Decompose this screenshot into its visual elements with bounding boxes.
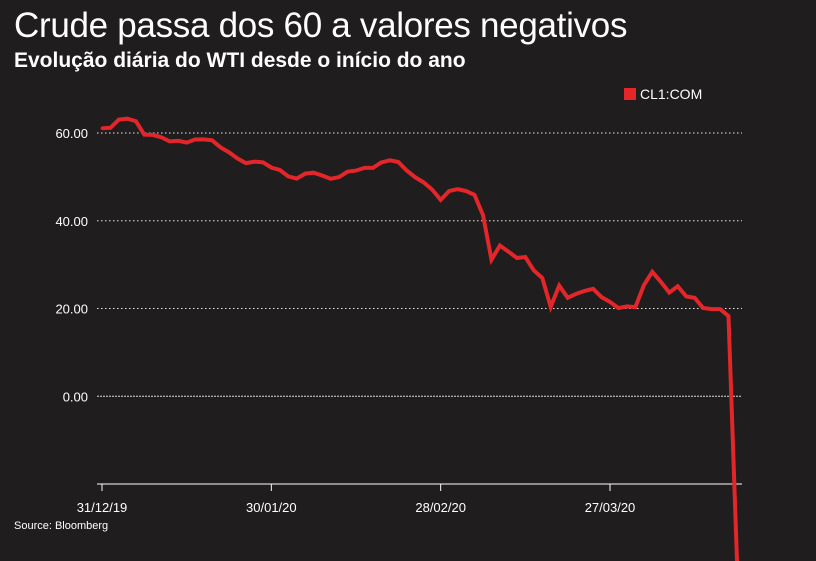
gridlines <box>97 132 742 397</box>
data-point <box>236 157 239 160</box>
data-point <box>676 284 680 288</box>
data-point <box>388 158 392 162</box>
data-point <box>693 296 697 300</box>
data-point <box>532 268 536 272</box>
data-point <box>363 166 366 170</box>
data-point <box>337 175 341 179</box>
data-point <box>608 300 612 304</box>
data-point <box>701 306 705 310</box>
y-axis-tick-labels: 0.00 20.00 40.00 60.00 <box>55 126 88 404</box>
data-point <box>354 169 358 173</box>
data-point <box>312 171 316 175</box>
data-point <box>295 177 299 181</box>
series-cl1-com <box>100 116 739 561</box>
data-point <box>303 172 307 176</box>
y-tick-label: 20.00 <box>55 302 88 317</box>
y-tick-label: 40.00 <box>55 214 88 229</box>
data-point <box>498 244 502 247</box>
data-point <box>396 160 400 164</box>
data-point <box>244 161 248 165</box>
data-point <box>125 117 129 121</box>
data-point <box>515 256 519 260</box>
data-point <box>625 304 629 308</box>
y-tick-label: 0.00 <box>63 389 88 404</box>
data-point <box>447 189 451 193</box>
data-point <box>540 276 544 280</box>
data-point <box>269 166 273 169</box>
data-point <box>549 305 553 309</box>
data-point <box>117 118 121 122</box>
data-point <box>219 145 222 149</box>
data-point <box>617 306 620 310</box>
legend-swatch <box>624 88 636 100</box>
data-point <box>523 255 527 259</box>
series-line <box>101 116 739 561</box>
chart-subtitle: Evolução diária do WTI desde o início do… <box>14 49 466 72</box>
data-point <box>600 295 603 299</box>
data-point <box>176 139 180 143</box>
data-point <box>684 294 688 298</box>
data-point <box>210 138 214 142</box>
data-point <box>100 126 104 130</box>
data-point <box>168 139 172 143</box>
x-tick-label: 28/02/20 <box>415 500 466 515</box>
data-point <box>413 175 417 179</box>
data-point <box>583 289 587 293</box>
data-point <box>320 174 324 177</box>
data-point <box>329 177 333 181</box>
data-point <box>650 270 654 274</box>
data-point <box>261 160 265 164</box>
data-point <box>151 133 155 137</box>
data-point <box>185 141 189 145</box>
x-tick-label: 31/12/19 <box>77 500 128 515</box>
data-point <box>252 160 256 164</box>
data-point <box>202 137 206 141</box>
data-point <box>591 287 595 291</box>
data-point <box>227 150 231 154</box>
legend: CL1:COM <box>624 86 702 102</box>
data-point <box>574 292 578 296</box>
data-point <box>464 189 468 193</box>
data-point <box>142 133 146 137</box>
source-note: Source: Bloomberg <box>14 520 109 532</box>
data-point <box>371 166 375 170</box>
data-point <box>405 169 409 173</box>
data-point <box>710 307 714 311</box>
data-point <box>109 126 112 130</box>
data-point <box>481 213 485 217</box>
x-tick-label: 30/01/20 <box>246 500 297 515</box>
data-point <box>506 250 510 254</box>
chart-title: Crude passa dos 60 a valores negativos <box>14 6 628 45</box>
data-point <box>439 198 443 202</box>
legend-label: CL1:COM <box>640 86 702 102</box>
data-point <box>727 314 730 318</box>
data-point <box>278 168 282 172</box>
data-point <box>379 160 383 164</box>
data-point <box>557 284 561 288</box>
data-point <box>456 187 460 191</box>
y-tick-label: 60.00 <box>55 126 88 141</box>
data-point <box>718 307 722 311</box>
data-point <box>473 193 476 197</box>
data-point <box>430 188 434 192</box>
data-point <box>633 305 637 309</box>
data-point <box>346 170 349 174</box>
data-point <box>659 280 663 284</box>
data-point <box>667 291 671 295</box>
data-point <box>490 258 493 262</box>
data-point <box>193 138 197 141</box>
data-point <box>566 296 570 300</box>
data-point <box>286 174 290 178</box>
data-point <box>642 283 646 287</box>
x-tick-label: 27/03/20 <box>585 500 636 515</box>
data-point <box>134 119 138 123</box>
x-axis-ticks: 31/12/19 30/01/20 28/02/20 27/03/20 <box>77 484 636 515</box>
data-point <box>422 180 426 184</box>
data-point <box>159 135 163 139</box>
